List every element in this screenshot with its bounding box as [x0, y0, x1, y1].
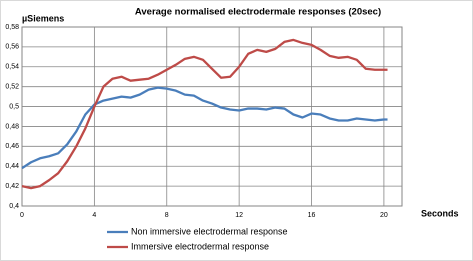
- y-tick-label: 0,4: [9, 203, 19, 210]
- y-tick-label: 0,5: [9, 103, 19, 110]
- y-axis-label: µSiemens: [22, 13, 64, 23]
- x-tick-label: 16: [308, 212, 316, 219]
- y-tick-label: 0,58: [5, 24, 19, 31]
- x-tick-label: 0: [20, 212, 24, 219]
- legend-label: Non immersive electrodermal response: [131, 226, 288, 236]
- x-tick-label: 20: [380, 212, 388, 219]
- plot-area: [21, 26, 403, 207]
- x-tick-label: 4: [92, 212, 96, 219]
- chart-title: Average normalised electrodermale respon…: [135, 7, 381, 18]
- y-tick-label: 0,56: [5, 44, 19, 51]
- y-tick-label: 0,46: [5, 143, 19, 150]
- y-tick-label: 0,42: [5, 183, 19, 190]
- y-tick-label: 0,48: [5, 123, 19, 130]
- data-line: [21, 86, 388, 170]
- y-tick-label: 0,44: [5, 163, 19, 170]
- data-line: [21, 38, 388, 190]
- y-tick-label: 0,52: [5, 84, 19, 91]
- x-tick-label: 12: [235, 212, 243, 219]
- x-axis-label: Seconds: [421, 208, 459, 218]
- legend-label: Immersive electrodermal response: [131, 241, 269, 251]
- x-tick-label: 8: [165, 212, 169, 219]
- y-tick-label: 0,54: [5, 64, 19, 71]
